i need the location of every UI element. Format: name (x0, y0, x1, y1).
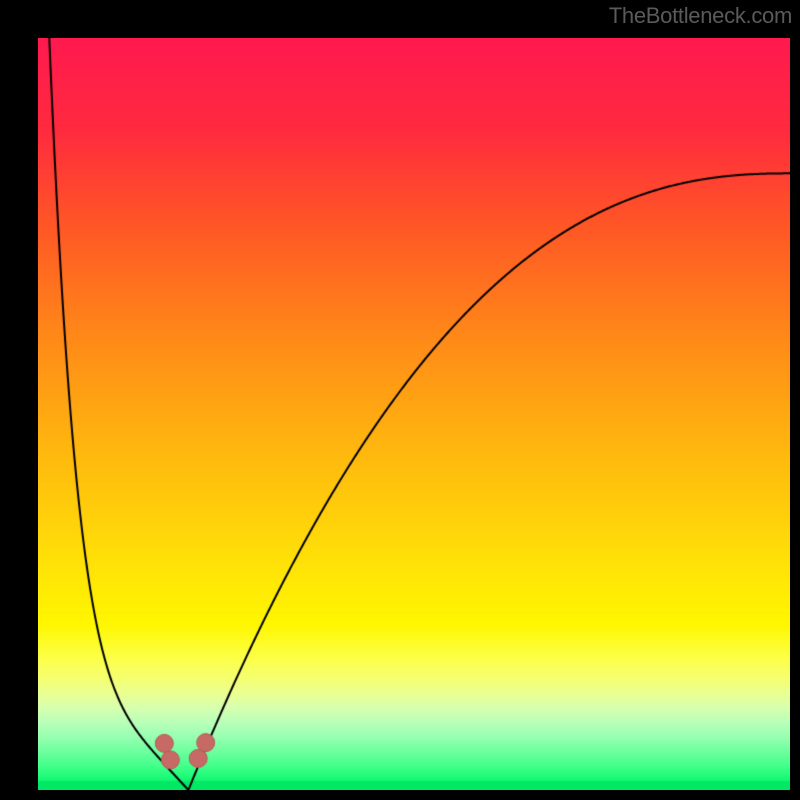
figure-root: TheBottleneck.com (0, 0, 800, 800)
plot-area (38, 38, 790, 790)
watermark-text: TheBottleneck.com (609, 3, 792, 29)
chart-canvas (38, 38, 790, 790)
